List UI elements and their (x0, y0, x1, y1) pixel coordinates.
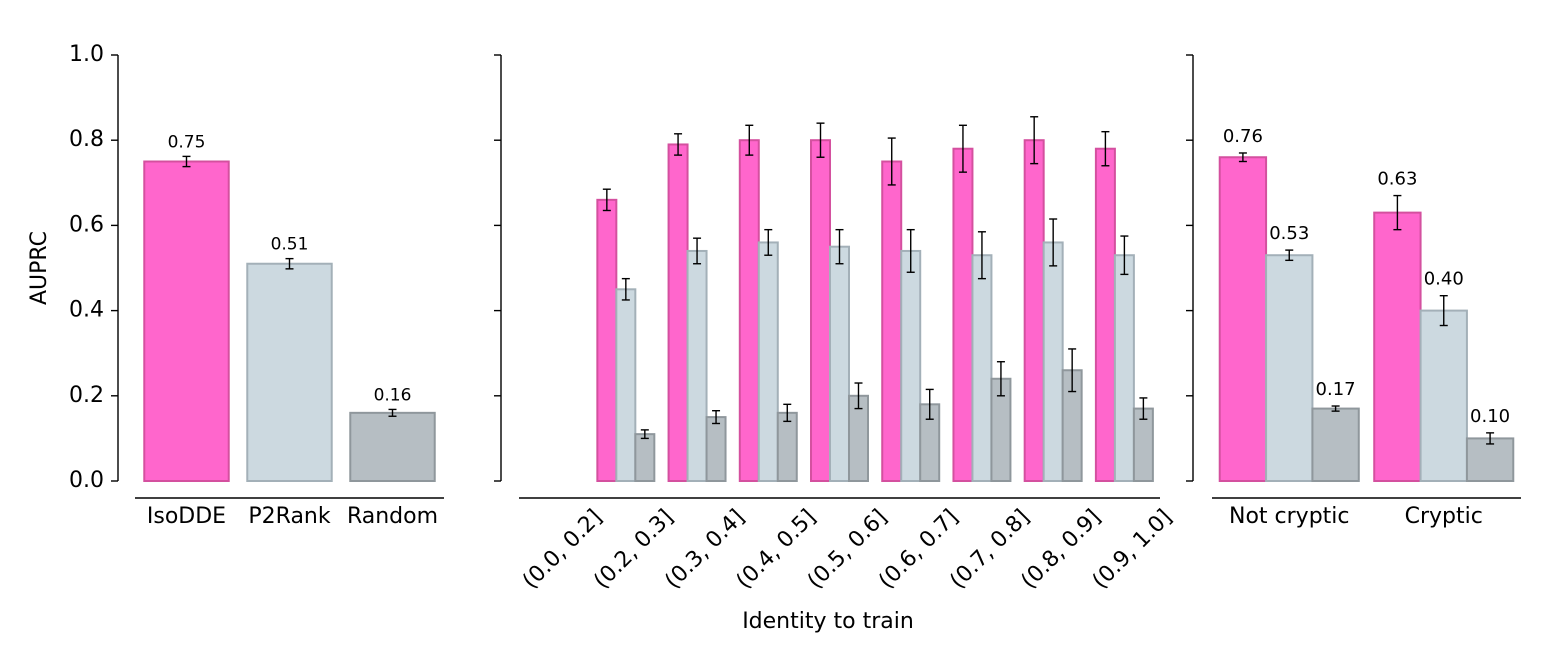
value-label: 0.76 (1223, 126, 1263, 147)
bar (1465, 437, 1515, 482)
bar (952, 147, 974, 482)
bar (881, 160, 903, 482)
y-tick-label: 0.2 (69, 383, 104, 408)
value-label: 0.40 (1424, 269, 1464, 290)
x-tick-label: Random (347, 504, 438, 529)
bar (1373, 211, 1422, 482)
bar (143, 160, 230, 482)
value-label: 0.17 (1316, 379, 1356, 400)
bar (246, 262, 333, 482)
bar (971, 254, 993, 482)
value-label: 0.16 (374, 385, 412, 405)
x-axis-label: Identity to train (742, 609, 914, 634)
x-tick-label: Cryptic (1405, 504, 1483, 529)
value-label: 0.75 (168, 132, 206, 152)
bar (1094, 147, 1116, 482)
bar (1265, 254, 1314, 482)
x-tick-label: Not cryptic (1229, 504, 1350, 529)
bar (829, 245, 850, 482)
y-tick-label: 1.0 (69, 42, 104, 67)
value-label: 0.51 (271, 235, 309, 255)
bar (776, 411, 798, 482)
bar (1419, 309, 1468, 482)
bar (1042, 241, 1064, 482)
bar (810, 139, 832, 482)
bar (900, 249, 922, 482)
x-tick-label: P2Rank (248, 504, 330, 529)
x-tick-label: IsoDDE (147, 504, 226, 529)
bar (634, 433, 656, 483)
y-tick-label: 0.4 (69, 298, 104, 323)
y-tick-label: 0.0 (69, 468, 104, 493)
value-label: 0.63 (1377, 169, 1417, 190)
bar (705, 416, 727, 483)
bar (1113, 254, 1135, 482)
bar (757, 241, 779, 482)
bar (615, 288, 637, 482)
bar (349, 411, 436, 482)
value-label: 0.10 (1470, 406, 1510, 427)
value-label: 0.53 (1269, 223, 1309, 244)
y-tick-label: 0.6 (69, 212, 104, 237)
bar (667, 143, 689, 483)
bar (1311, 407, 1360, 482)
bar (738, 139, 760, 482)
bar (686, 249, 708, 482)
bar (1218, 156, 1268, 483)
y-axis-label: AUPRC (27, 231, 52, 305)
y-tick-label: 0.8 (69, 127, 104, 152)
bar (596, 198, 618, 482)
bar (1023, 139, 1045, 482)
